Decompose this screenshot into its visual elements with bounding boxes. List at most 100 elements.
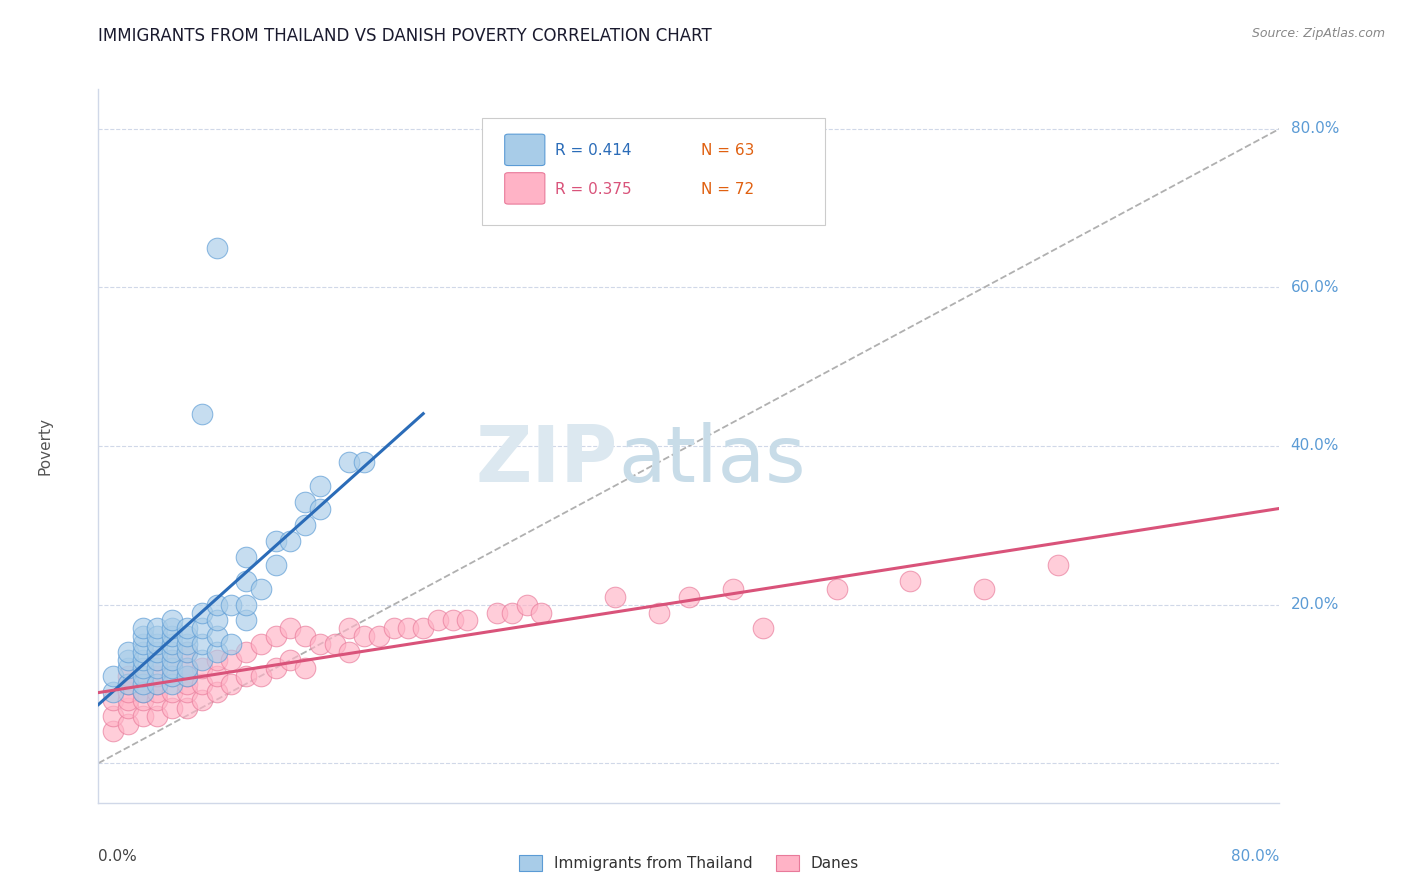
Point: [456, 614, 478, 628]
Point: [176, 621, 198, 635]
Point: [191, 621, 214, 635]
Point: [117, 669, 139, 683]
Point: [146, 708, 169, 723]
Point: [146, 653, 169, 667]
Point: [294, 494, 316, 508]
Point: [235, 574, 257, 588]
Point: [176, 669, 198, 683]
Point: [176, 685, 198, 699]
Point: [103, 685, 125, 699]
Point: [235, 614, 257, 628]
Point: [146, 621, 169, 635]
Point: [309, 478, 332, 492]
Point: [117, 653, 139, 667]
Text: N = 72: N = 72: [700, 182, 754, 196]
Text: 80.0%: 80.0%: [1291, 121, 1339, 136]
Text: R = 0.375: R = 0.375: [555, 182, 633, 196]
Text: 60.0%: 60.0%: [1291, 280, 1339, 295]
Point: [117, 716, 139, 731]
Point: [162, 661, 183, 675]
Point: [146, 685, 169, 699]
Point: [176, 669, 198, 683]
Point: [264, 661, 287, 675]
Point: [146, 645, 169, 659]
Text: 40.0%: 40.0%: [1291, 439, 1339, 453]
Point: [751, 621, 773, 635]
Point: [235, 669, 257, 683]
Point: [648, 606, 671, 620]
Point: [103, 724, 125, 739]
Point: [294, 629, 316, 643]
Point: [973, 582, 995, 596]
Point: [294, 518, 316, 533]
Point: [205, 645, 228, 659]
Point: [103, 692, 125, 706]
Point: [294, 661, 316, 675]
Point: [205, 685, 228, 699]
Point: [205, 241, 228, 255]
Point: [235, 549, 257, 564]
Point: [103, 669, 125, 683]
Point: [337, 621, 360, 635]
Point: [132, 645, 155, 659]
Point: [250, 637, 273, 651]
Point: [176, 661, 198, 675]
Point: [132, 677, 155, 691]
Point: [176, 700, 198, 714]
Point: [132, 685, 155, 699]
Point: [162, 629, 183, 643]
Point: [176, 645, 198, 659]
Point: [264, 629, 287, 643]
Point: [146, 677, 169, 691]
Point: [412, 621, 434, 635]
Point: [191, 637, 214, 651]
Point: [162, 614, 183, 628]
Point: [117, 692, 139, 706]
Point: [382, 621, 405, 635]
Point: [117, 645, 139, 659]
Point: [235, 645, 257, 659]
Point: [353, 455, 375, 469]
Point: [162, 669, 183, 683]
FancyBboxPatch shape: [505, 173, 546, 204]
Point: [117, 677, 139, 691]
Point: [191, 692, 214, 706]
Point: [205, 669, 228, 683]
Point: [162, 653, 183, 667]
Point: [337, 645, 360, 659]
Point: [278, 653, 302, 667]
Point: [900, 574, 922, 588]
Point: [132, 669, 155, 683]
Text: N = 63: N = 63: [700, 143, 754, 158]
Point: [219, 598, 242, 612]
Point: [825, 582, 848, 596]
Point: [205, 629, 228, 643]
Point: [176, 661, 198, 675]
Point: [146, 629, 169, 643]
Point: [486, 606, 509, 620]
Text: 0.0%: 0.0%: [98, 849, 138, 864]
Point: [132, 692, 155, 706]
Point: [250, 669, 273, 683]
Point: [205, 598, 228, 612]
Point: [678, 590, 700, 604]
Point: [353, 629, 375, 643]
Point: [176, 645, 198, 659]
Point: [250, 582, 273, 596]
Point: [264, 534, 287, 549]
Point: [132, 637, 155, 651]
Point: [441, 614, 464, 628]
Point: [117, 685, 139, 699]
Point: [191, 407, 214, 421]
Point: [117, 677, 139, 691]
Point: [191, 661, 214, 675]
Point: [117, 700, 139, 714]
Point: [162, 621, 183, 635]
Point: [162, 653, 183, 667]
Point: [1046, 558, 1069, 572]
Point: [501, 606, 523, 620]
Point: [176, 629, 198, 643]
Text: atlas: atlas: [619, 422, 806, 499]
Point: [103, 708, 125, 723]
Point: [309, 502, 332, 516]
